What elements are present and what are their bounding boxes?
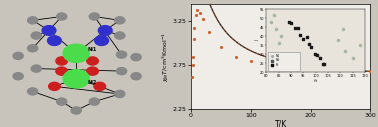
Circle shape xyxy=(116,68,127,75)
Text: Ni1: Ni1 xyxy=(87,47,96,52)
Circle shape xyxy=(95,36,108,45)
Circle shape xyxy=(28,88,38,95)
Point xyxy=(193,14,199,16)
Text: Ni2: Ni2 xyxy=(87,80,96,85)
Point xyxy=(194,9,200,11)
Point xyxy=(200,18,206,20)
Y-axis label: $\chi_M$$T$/cm$^3$Kmol$^{-1}$: $\chi_M$$T$/cm$^3$Kmol$^{-1}$ xyxy=(161,31,172,82)
Circle shape xyxy=(31,65,41,72)
Circle shape xyxy=(28,17,38,24)
Circle shape xyxy=(63,44,89,62)
Circle shape xyxy=(131,54,141,61)
Point xyxy=(190,64,196,66)
Circle shape xyxy=(89,13,99,20)
Circle shape xyxy=(13,52,23,59)
Circle shape xyxy=(49,82,60,90)
Circle shape xyxy=(57,98,67,105)
Circle shape xyxy=(89,98,99,105)
Point xyxy=(248,60,254,62)
Circle shape xyxy=(131,73,141,80)
Circle shape xyxy=(115,32,125,39)
Circle shape xyxy=(63,70,89,88)
Circle shape xyxy=(48,36,61,45)
Point xyxy=(218,46,224,48)
Circle shape xyxy=(115,90,125,98)
Point xyxy=(191,38,197,40)
Circle shape xyxy=(94,82,105,90)
Point xyxy=(206,31,212,33)
Point xyxy=(233,55,239,58)
Point xyxy=(308,67,314,69)
Circle shape xyxy=(116,51,127,58)
Point xyxy=(277,65,284,67)
Circle shape xyxy=(31,32,41,39)
Circle shape xyxy=(56,57,68,65)
FancyBboxPatch shape xyxy=(0,0,181,127)
Circle shape xyxy=(98,26,112,35)
Circle shape xyxy=(87,57,98,65)
Circle shape xyxy=(57,13,67,20)
Point xyxy=(197,12,203,14)
Circle shape xyxy=(42,26,56,35)
Circle shape xyxy=(115,17,125,24)
Circle shape xyxy=(56,67,68,75)
Point xyxy=(338,69,344,71)
Circle shape xyxy=(28,45,38,52)
Circle shape xyxy=(87,67,98,75)
Point xyxy=(189,76,195,78)
Point xyxy=(190,55,196,58)
Circle shape xyxy=(13,73,23,80)
Point xyxy=(192,27,198,29)
Circle shape xyxy=(71,107,81,114)
Point xyxy=(367,70,373,73)
X-axis label: T/K: T/K xyxy=(274,120,287,127)
